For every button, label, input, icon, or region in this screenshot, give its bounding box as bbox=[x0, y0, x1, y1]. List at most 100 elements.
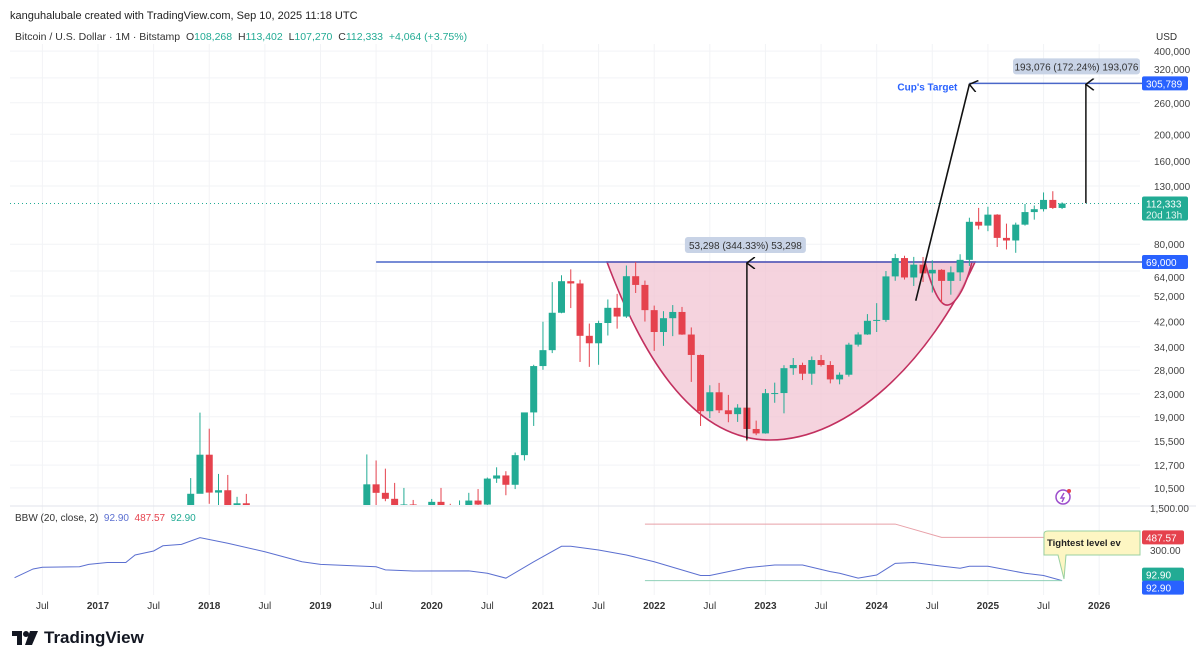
candle-body bbox=[799, 364, 807, 374]
measure-label: 53,298 (344.33%) 53,298 bbox=[689, 241, 802, 252]
candle bbox=[474, 489, 482, 505]
level-badge-label: 305,789 bbox=[1146, 79, 1183, 90]
bbw-line bbox=[14, 537, 1063, 582]
bbw-legend[interactable]: BBW (20, close, 2) 92.90 487.57 92.90 bbox=[15, 513, 196, 524]
bbw-upper-value: 487.57 bbox=[134, 513, 166, 524]
candle bbox=[1049, 191, 1057, 209]
annotations[interactable]: Cup's Target 53,298 (344.33%) 53,298 193,0… bbox=[684, 58, 1140, 440]
candle bbox=[761, 388, 769, 434]
candle bbox=[196, 412, 204, 494]
bbw-tick-label: 300.00 bbox=[1150, 546, 1181, 557]
candle bbox=[511, 452, 519, 490]
candle bbox=[409, 499, 417, 505]
candle bbox=[381, 468, 389, 502]
target-arrow[interactable] bbox=[914, 84, 970, 301]
candle bbox=[1012, 222, 1020, 253]
x-tick-label: 2019 bbox=[309, 601, 332, 612]
candle-body bbox=[863, 320, 871, 335]
measure-box[interactable] bbox=[1013, 58, 1140, 75]
y-tick-label: 42,000 bbox=[1154, 318, 1185, 329]
candle bbox=[632, 262, 640, 293]
candle-body bbox=[511, 455, 519, 485]
y-tick-label: 64,000 bbox=[1154, 273, 1185, 284]
candle-body bbox=[613, 307, 621, 317]
candle-body bbox=[697, 354, 705, 412]
candle-body bbox=[493, 475, 501, 479]
level-lines[interactable] bbox=[10, 82, 1142, 263]
x-tick-label: Jul bbox=[592, 601, 605, 612]
candle bbox=[548, 282, 556, 354]
candle bbox=[437, 487, 445, 505]
bbw-title: BBW (20, close, 2) bbox=[15, 513, 99, 524]
high-label: H bbox=[237, 31, 246, 43]
high-value: 113,402 bbox=[245, 31, 283, 43]
candle-body bbox=[826, 364, 834, 380]
y-tick-label: 260,000 bbox=[1154, 99, 1191, 110]
candle-body bbox=[659, 318, 667, 333]
callout-box[interactable] bbox=[1043, 530, 1141, 580]
bbw-badge bbox=[1142, 567, 1184, 582]
candle bbox=[984, 206, 992, 232]
y-tick-label: 28,000 bbox=[1154, 366, 1185, 377]
measure-box[interactable] bbox=[684, 237, 806, 253]
bbw-tick-label: 1,500.00 bbox=[1150, 504, 1189, 515]
time-axis[interactable]: Jul 2017 Jul 2018 Jul 2019 Jul 2020 Jul 2021 Jul 20… bbox=[36, 601, 1111, 612]
tradingview-logo[interactable]: TradingView bbox=[12, 628, 144, 648]
candle bbox=[613, 293, 621, 329]
candle bbox=[873, 303, 881, 333]
open-value: 108,268 bbox=[194, 31, 233, 43]
x-tick-label: 2025 bbox=[977, 601, 1000, 612]
candle bbox=[493, 467, 501, 483]
y-tick-label: 10,500 bbox=[1154, 484, 1185, 495]
candle bbox=[465, 492, 473, 505]
y-tick-label: 52,000 bbox=[1154, 292, 1185, 303]
x-tick-label: Jul bbox=[147, 601, 160, 612]
candle-body bbox=[669, 311, 677, 319]
chart-credit: kanguhalubale created with TradingView.c… bbox=[10, 10, 358, 22]
candle bbox=[558, 275, 565, 314]
candle bbox=[993, 214, 1001, 247]
candle-body bbox=[641, 284, 649, 311]
cup-target-label: Cup's Target bbox=[897, 82, 958, 93]
candle bbox=[808, 356, 816, 385]
candle bbox=[854, 332, 862, 347]
y-tick-label: 400,000 bbox=[1154, 47, 1191, 58]
price-axis[interactable]: 400,000 320,000 260,000 200,000 160,000 130,0… bbox=[1142, 47, 1191, 495]
callout-text: Tightest level ev bbox=[1047, 538, 1121, 549]
candle-body bbox=[956, 259, 964, 273]
magic-icon[interactable] bbox=[1055, 489, 1071, 505]
candle-body bbox=[734, 407, 742, 415]
candle bbox=[697, 354, 705, 426]
candle-body bbox=[437, 501, 445, 505]
candle bbox=[233, 496, 241, 505]
bbw-value: 92.90 bbox=[103, 513, 129, 524]
candle-body bbox=[715, 392, 723, 411]
candle-body bbox=[520, 412, 528, 456]
candle-body bbox=[706, 392, 714, 412]
chart-background bbox=[10, 28, 1196, 608]
candle-body bbox=[928, 269, 936, 274]
x-tick-label: Jul bbox=[36, 601, 49, 612]
candle-body bbox=[975, 221, 983, 226]
y-tick-label: 23,000 bbox=[1154, 390, 1185, 401]
candle-body bbox=[854, 334, 862, 345]
candle bbox=[836, 372, 844, 385]
candle-body bbox=[965, 221, 973, 260]
candle bbox=[372, 460, 380, 505]
candle-body bbox=[224, 490, 232, 505]
candle bbox=[928, 260, 936, 293]
symbol-name[interactable]: Bitcoin / U.S. Dollar · 1M · Bitstamp bbox=[15, 31, 181, 43]
candle bbox=[400, 487, 408, 505]
candle bbox=[910, 256, 918, 286]
level-badge-label: 69,000 bbox=[1146, 258, 1177, 269]
candle-body bbox=[567, 281, 575, 284]
close-label: C bbox=[338, 31, 346, 43]
candle-body bbox=[242, 503, 250, 505]
candle-body bbox=[1040, 199, 1048, 210]
x-tick-label: 2020 bbox=[421, 601, 444, 612]
candles bbox=[187, 191, 1066, 505]
candle bbox=[659, 311, 667, 346]
candle bbox=[1058, 202, 1066, 210]
candle-body bbox=[780, 368, 788, 394]
